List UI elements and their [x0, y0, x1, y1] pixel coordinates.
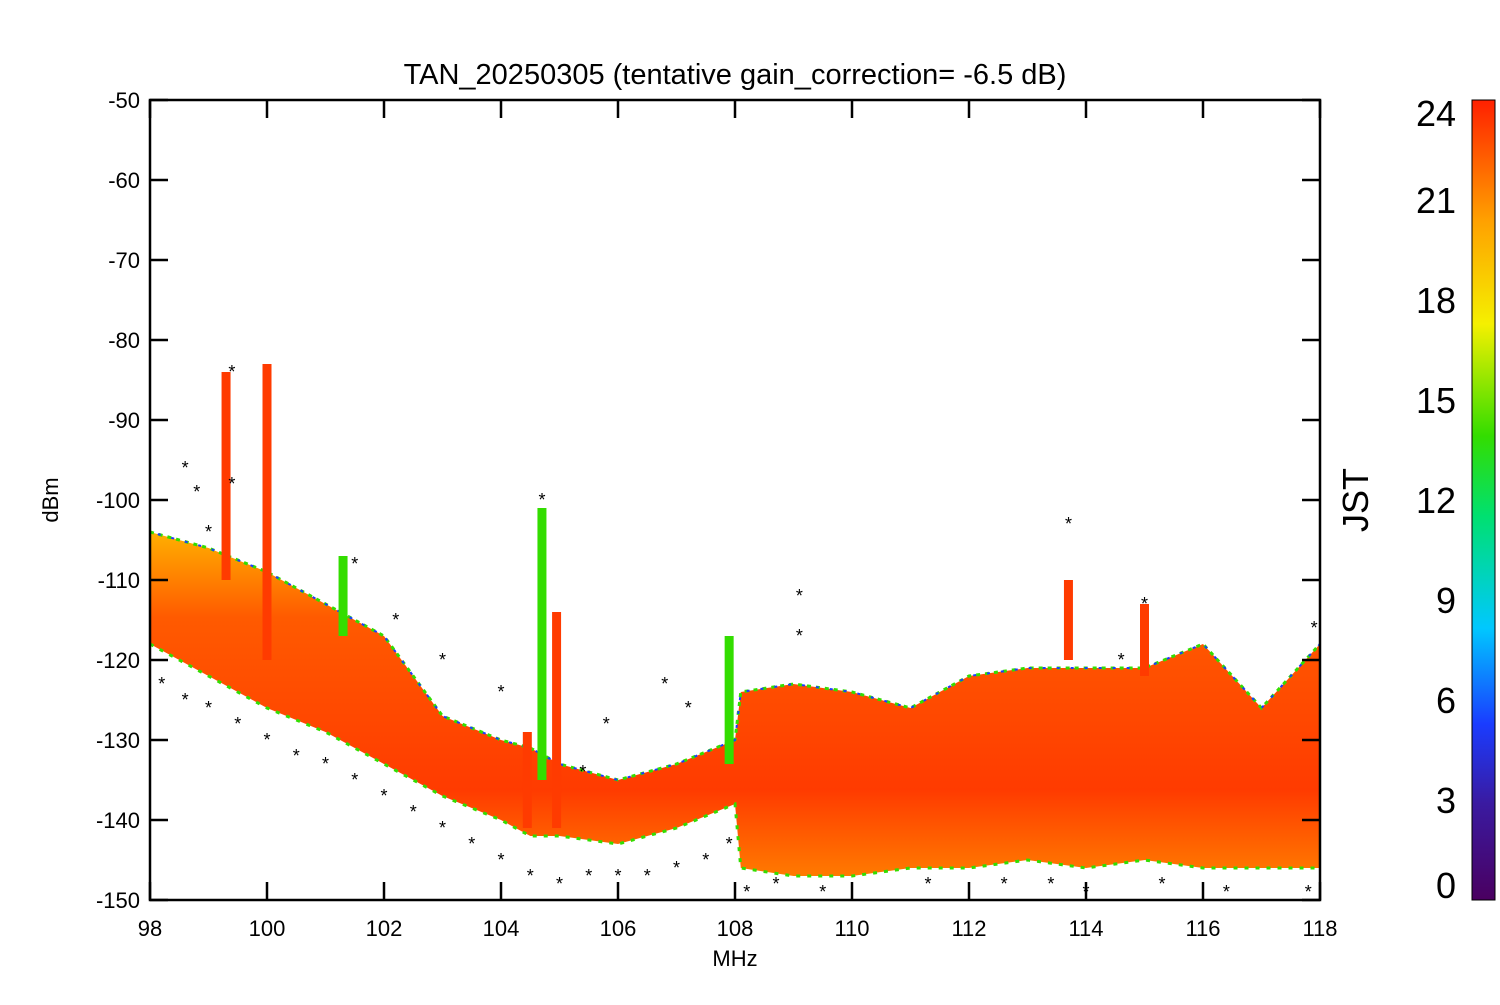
outlier-point: *	[392, 610, 399, 630]
low-outlier-point: *	[726, 834, 733, 854]
low-outlier-point: *	[234, 714, 241, 734]
low-outlier-point: *	[527, 866, 534, 886]
plot-area: * * * * * * * * * * * * * * * * * * * * * * * * * * * * * * * * * * * * * * * *…	[150, 362, 1320, 902]
outlier-point: *	[772, 874, 779, 894]
low-outlier-point: *	[585, 866, 592, 886]
outlier-point: *	[1141, 594, 1148, 614]
low-outlier-point: *	[380, 786, 387, 806]
outlier-point: *	[1223, 882, 1230, 902]
outlier-point: *	[796, 586, 803, 606]
colorbar	[1471, 99, 1496, 901]
x-tick-label: 116	[1185, 916, 1220, 941]
colorbar-label: JST	[1335, 468, 1376, 532]
colorbar-tick-label: 12	[1416, 480, 1456, 521]
outlier-point: *	[796, 626, 803, 646]
colorbar-tick-label: 15	[1416, 380, 1456, 421]
outlier-point: *	[205, 522, 212, 542]
outlier-point: *	[603, 714, 610, 734]
outlier-point: *	[538, 490, 545, 510]
noise-floor-upper-edge-accent	[150, 531, 1320, 782]
outlier-point: *	[351, 554, 358, 574]
low-outlier-point: *	[205, 698, 212, 718]
noise-floor-lower-edge	[150, 642, 1320, 878]
x-tick-label: 108	[717, 916, 754, 941]
y-tick-label: -100	[96, 488, 140, 513]
y-tick-label: -70	[108, 248, 140, 273]
y-axis: -50 -60 -70 -80 -90 -100 -110 -120 -130 -140 -150	[96, 88, 1320, 913]
x-tick-label: 102	[366, 916, 403, 941]
y-tick-label: -140	[96, 808, 140, 833]
colorbar-tick-label: 21	[1416, 180, 1456, 221]
colorbar-tick-label: 3	[1436, 780, 1456, 821]
x-tick-label: 106	[600, 916, 637, 941]
y-axis-label: dBm	[38, 477, 63, 522]
colorbar-tick-label: 24	[1416, 93, 1456, 134]
low-outlier-point: *	[293, 746, 300, 766]
low-outlier-point: *	[351, 770, 358, 790]
low-outlier-point: *	[439, 818, 446, 838]
colorbar-tick-label: 6	[1436, 680, 1456, 721]
colorbar-tick-label: 18	[1416, 280, 1456, 321]
outlier-point: *	[1311, 618, 1318, 638]
y-tick-label: -80	[108, 328, 140, 353]
outlier-point: *	[1047, 874, 1054, 894]
outlier-point: *	[1118, 650, 1125, 670]
outlier-point: *	[661, 674, 668, 694]
x-tick-label: 118	[1302, 916, 1337, 941]
x-tick-label: 104	[483, 916, 520, 941]
low-outlier-point: *	[263, 730, 270, 750]
outlier-point: *	[925, 874, 932, 894]
outlier-point: *	[1305, 882, 1312, 902]
low-outlier-point: *	[556, 874, 563, 894]
low-outlier-point: *	[322, 754, 329, 774]
y-tick-label: -130	[96, 728, 140, 753]
low-outlier-point: *	[410, 802, 417, 822]
x-tick-label: 110	[834, 916, 869, 941]
y-tick-label: -90	[108, 408, 140, 433]
x-axis-label: MHz	[712, 946, 757, 971]
low-outlier-point: *	[497, 850, 504, 870]
colorbar-tick-label: 9	[1436, 580, 1456, 621]
outlier-point: *	[193, 482, 200, 502]
x-tick-label: 100	[249, 916, 286, 941]
x-axis: 98 100 102 104 106 108 110 112 114 116 118	[138, 100, 1338, 941]
low-outlier-point: *	[702, 850, 709, 870]
outlier-point: *	[497, 682, 504, 702]
outlier-point: *	[228, 474, 235, 494]
y-tick-label: -120	[96, 648, 140, 673]
chart-title: TAN_20250305 (tentative gain_correction=…	[404, 59, 1067, 91]
outlier-point: *	[1001, 874, 1008, 894]
y-tick-label: -110	[98, 568, 140, 593]
outlier-point: *	[1065, 514, 1072, 534]
outlier-point: *	[685, 698, 692, 718]
outlier-point: *	[1159, 874, 1166, 894]
y-tick-label: -60	[108, 168, 140, 193]
outlier-point: *	[579, 762, 586, 782]
x-tick-label: 98	[138, 916, 162, 941]
x-tick-label: 114	[1068, 916, 1103, 941]
y-tick-label: -50	[108, 88, 140, 113]
low-outlier-point: *	[468, 834, 475, 854]
outlier-point: *	[819, 882, 826, 902]
colorbar-tick-label: 0	[1436, 865, 1456, 906]
low-outlier-point: *	[644, 866, 651, 886]
low-outlier-point: *	[158, 674, 165, 694]
outlier-point: *	[182, 458, 189, 478]
outlier-point: *	[743, 882, 750, 902]
outlier-point: *	[228, 362, 235, 382]
low-outlier-point: *	[182, 690, 189, 710]
y-tick-label: -150	[96, 888, 140, 913]
low-outlier-point: *	[614, 866, 621, 886]
x-tick-label: 112	[951, 916, 986, 941]
low-outlier-point: *	[673, 858, 680, 878]
outlier-point: *	[439, 650, 446, 670]
colorbar-ticks: 0 3 6 9 12 15 18 21 24	[1416, 93, 1456, 906]
noise-floor-band	[150, 532, 1320, 876]
